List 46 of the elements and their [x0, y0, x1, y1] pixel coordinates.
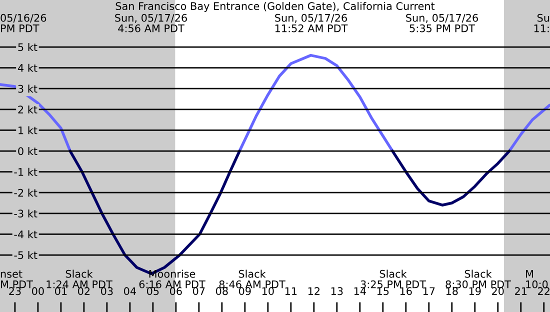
- x-tick-label: 14: [354, 287, 366, 295]
- x-tick-label: 01: [55, 287, 67, 296]
- x-tick-label: 02: [78, 287, 90, 296]
- y-tick-label: 3 kt: [18, 84, 38, 93]
- y-tick-label: -3 kt: [14, 209, 38, 218]
- x-tick-label: 18: [446, 287, 458, 296]
- x-tick-label: 15: [377, 287, 389, 296]
- x-tick-label: 11: [285, 287, 297, 295]
- annotation: nset M PDT: [0, 270, 33, 288]
- annotation: Slack 8:46 AM PDT: [219, 270, 286, 288]
- x-tick-label: 08: [216, 287, 228, 296]
- x-tick-label: 20: [492, 287, 504, 296]
- x-tick-label: 09: [238, 287, 251, 296]
- x-tick-label: 06: [170, 287, 182, 296]
- y-tick-label: 2 kt: [18, 105, 38, 114]
- x-tick-label: 13: [331, 287, 343, 296]
- y-tick-label: 5 kt: [18, 43, 38, 52]
- y-tick-label: -5 kt: [14, 251, 38, 260]
- annotation: Slack 3:25 PM PDT: [360, 270, 426, 288]
- x-tick-label: 10: [262, 287, 274, 296]
- y-tick-label: 1 kt: [18, 126, 38, 134]
- x-tick-label: 17: [423, 287, 435, 295]
- annotation: Slack 1:24 AM PDT: [46, 270, 112, 288]
- x-tick-label: 04: [124, 287, 136, 296]
- x-tick-label: 00: [32, 287, 44, 296]
- x-tick-label: 16: [400, 287, 412, 296]
- y-tick-label: 0 kt: [18, 147, 38, 156]
- annotation: Moonrise 6:16 AM PDT: [139, 270, 206, 288]
- x-tick-label: 05: [146, 287, 159, 296]
- annotation: Sun, 05/17/26 4:56 AM PDT: [115, 14, 187, 32]
- annotation: Sun, 05/17/26 5:35 PM PDT: [406, 14, 478, 32]
- annotation: M 10:0: [526, 270, 548, 288]
- y-tick-label: -1 kt: [14, 168, 38, 176]
- annotation: 05/16/26 PM PDT: [0, 14, 46, 32]
- annotation: Slack 8:30 PM PDT: [446, 270, 512, 288]
- annotation: Sun, 05/17/26 11:52 AM PDT: [275, 14, 348, 32]
- y-tick-label: -2 kt: [14, 188, 38, 197]
- chart-title: San Francisco Bay Entrance (Golden Gate), California Current: [116, 2, 435, 12]
- x-tick-label: 03: [100, 287, 113, 296]
- x-tick-label: 21: [515, 287, 527, 295]
- x-tick-label: 23: [9, 287, 21, 296]
- y-tick-label: 4 kt: [18, 64, 38, 72]
- x-tick-label: 19: [469, 287, 481, 296]
- annotation: Su 11:: [534, 14, 550, 32]
- y-tick-label: -4 kt: [14, 230, 38, 238]
- x-tick-label: 12: [308, 287, 320, 295]
